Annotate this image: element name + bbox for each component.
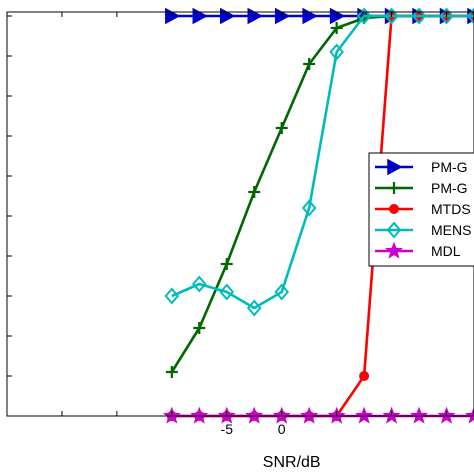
circle-marker bbox=[389, 204, 399, 214]
triangle-marker bbox=[302, 7, 318, 25]
x-tick-label: 0 bbox=[278, 421, 286, 437]
diamond-marker bbox=[191, 275, 207, 293]
triangle-marker bbox=[387, 158, 403, 176]
plus-marker bbox=[330, 22, 343, 34]
plus-marker bbox=[220, 258, 233, 270]
triangle-marker bbox=[247, 7, 263, 25]
plus-marker bbox=[248, 186, 261, 198]
plus-marker bbox=[388, 182, 400, 194]
legend-label: MTDS bbox=[431, 201, 471, 217]
plus-marker bbox=[165, 366, 178, 378]
plus-marker bbox=[303, 58, 316, 70]
tick-layer: -5 0 bbox=[7, 12, 448, 437]
diamond-marker bbox=[411, 7, 427, 25]
legend: PM-G PM-G MTDS MENS MDL bbox=[368, 152, 474, 267]
star-marker bbox=[355, 406, 374, 424]
star-marker bbox=[410, 406, 429, 424]
x-tick-label: -5 bbox=[221, 421, 234, 437]
diamond-marker bbox=[439, 7, 454, 25]
legend-label: PM-G bbox=[431, 180, 468, 196]
diamond-marker bbox=[384, 7, 399, 25]
star-marker bbox=[245, 406, 264, 424]
diamond-marker bbox=[246, 299, 262, 317]
diamond-marker bbox=[301, 199, 317, 217]
plus-marker bbox=[275, 122, 288, 134]
star-marker bbox=[300, 406, 319, 424]
diamond-marker bbox=[329, 43, 344, 61]
x-axis-title: SNR/dB bbox=[263, 454, 321, 471]
legend-label: MENS bbox=[431, 222, 471, 238]
circle-marker bbox=[359, 371, 370, 381]
star-marker bbox=[385, 241, 403, 259]
legend-box bbox=[368, 152, 474, 267]
series-4 bbox=[162, 406, 474, 424]
diamond-marker bbox=[386, 221, 402, 239]
legend-item: MDL bbox=[375, 241, 461, 259]
legend-label: PM-G bbox=[431, 159, 468, 175]
series-3 bbox=[164, 7, 474, 317]
diamond-marker bbox=[274, 283, 290, 301]
star-marker bbox=[190, 406, 209, 424]
legend-item: PM-G bbox=[375, 180, 468, 196]
legend-item: PM-G bbox=[375, 158, 468, 176]
diamond-marker bbox=[466, 7, 474, 25]
diamond-marker bbox=[356, 7, 372, 25]
diamond-marker bbox=[219, 283, 235, 301]
legend-item: MTDS bbox=[375, 201, 471, 217]
plot-frame bbox=[6, 11, 474, 417]
legend-item: MENS bbox=[375, 221, 471, 239]
star-marker bbox=[465, 406, 474, 424]
triangle-marker bbox=[192, 7, 208, 25]
diamond-marker bbox=[164, 287, 180, 305]
plus-marker bbox=[193, 322, 206, 334]
legend-label: MDL bbox=[431, 243, 461, 259]
